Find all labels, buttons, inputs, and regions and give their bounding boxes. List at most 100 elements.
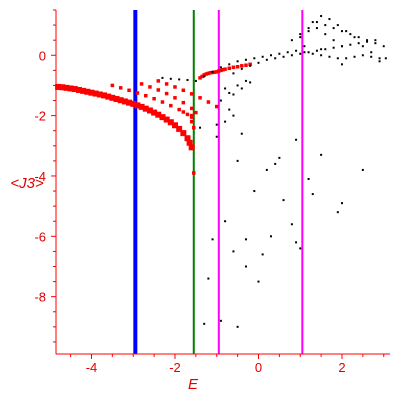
data-point xyxy=(80,87,87,94)
data-point xyxy=(180,130,187,137)
data-point xyxy=(244,58,247,61)
data-point xyxy=(278,52,281,55)
data-point xyxy=(109,94,116,101)
data-point xyxy=(164,91,169,96)
data-point xyxy=(349,43,352,46)
data-point xyxy=(207,277,210,280)
y-axis-ticks: 0 -2 -4 -6 -8 xyxy=(34,9,56,343)
data-point xyxy=(357,42,360,45)
data-point xyxy=(228,108,231,111)
data-point xyxy=(235,64,240,69)
data-point xyxy=(63,84,70,91)
data-point xyxy=(303,45,306,48)
data-point xyxy=(370,55,373,58)
data-point xyxy=(274,162,277,165)
data-point xyxy=(240,132,243,135)
data-point xyxy=(152,96,156,101)
data-point xyxy=(221,67,225,72)
data-point xyxy=(232,93,235,96)
data-point xyxy=(265,58,268,61)
data-point xyxy=(282,55,285,58)
data-point xyxy=(340,202,343,205)
data-point xyxy=(349,33,352,36)
data-point xyxy=(121,98,128,105)
y-tick-label: 0 xyxy=(39,48,46,63)
data-point xyxy=(384,57,387,60)
data-point xyxy=(236,84,239,87)
data-point xyxy=(361,54,364,57)
data-point xyxy=(200,74,204,79)
data-point xyxy=(274,57,277,60)
data-point xyxy=(59,84,66,91)
data-point xyxy=(228,63,231,66)
data-point xyxy=(253,190,256,193)
data-point xyxy=(203,75,206,78)
data-point xyxy=(139,82,144,86)
data-point xyxy=(156,88,161,92)
data-point xyxy=(224,220,227,223)
data-point xyxy=(332,39,335,42)
vertical-lines xyxy=(133,10,304,354)
data-point xyxy=(186,139,193,146)
data-point xyxy=(299,52,302,55)
data-point xyxy=(227,66,232,70)
data-point xyxy=(265,168,268,171)
data-point xyxy=(270,54,273,57)
data-point xyxy=(332,46,335,49)
data-point xyxy=(189,119,194,124)
data-point xyxy=(151,109,158,116)
data-point xyxy=(307,27,310,30)
data-point xyxy=(340,63,343,66)
data-point xyxy=(357,36,360,39)
data-point xyxy=(192,125,196,130)
data-point xyxy=(71,86,78,93)
data-point xyxy=(169,103,173,108)
data-point xyxy=(215,135,218,138)
data-point xyxy=(203,322,206,325)
data-point xyxy=(382,45,385,48)
data-point xyxy=(290,54,293,57)
data-point xyxy=(261,55,264,58)
data-point xyxy=(178,78,181,81)
data-point xyxy=(361,45,364,48)
data-point xyxy=(212,70,217,74)
data-point xyxy=(320,54,323,57)
data-point xyxy=(295,138,298,141)
data-point xyxy=(155,111,162,118)
data-point xyxy=(224,87,227,90)
data-point xyxy=(236,159,239,162)
data-point xyxy=(311,21,314,24)
data-point xyxy=(189,106,194,111)
data-point xyxy=(231,65,236,70)
data-point xyxy=(228,91,231,94)
data-point xyxy=(198,76,202,80)
data-point xyxy=(199,126,202,129)
data-point xyxy=(261,253,264,256)
data-point xyxy=(240,67,243,70)
data-point xyxy=(219,319,222,322)
data-point xyxy=(101,92,108,99)
data-point xyxy=(249,64,252,67)
data-point xyxy=(160,100,165,104)
data-point xyxy=(204,72,209,76)
data-point xyxy=(366,39,369,42)
data-point xyxy=(324,33,327,36)
data-point xyxy=(171,122,178,129)
data-point xyxy=(185,112,190,117)
data-point xyxy=(282,199,285,202)
data-point xyxy=(206,71,211,76)
data-point xyxy=(181,100,186,105)
x-tick-label: 2 xyxy=(338,360,345,375)
data-point xyxy=(320,48,323,51)
data-point xyxy=(299,33,302,36)
data-point xyxy=(378,60,381,63)
data-point xyxy=(217,69,221,73)
data-point xyxy=(332,27,335,30)
data-point xyxy=(177,107,181,112)
data-point xyxy=(328,18,331,21)
data-point xyxy=(324,48,327,51)
data-point xyxy=(202,73,206,77)
data-point xyxy=(189,92,194,96)
